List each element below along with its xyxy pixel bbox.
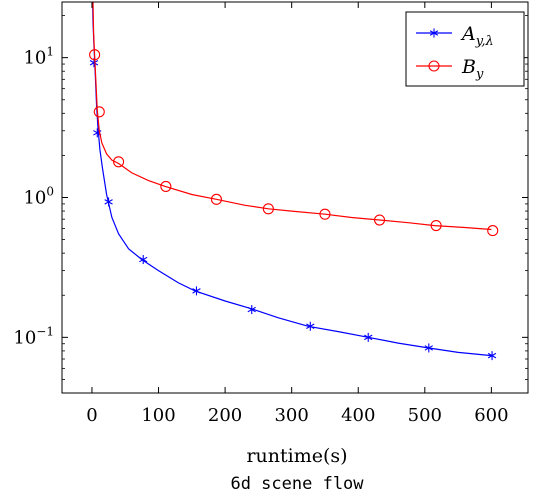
data-point: [306, 321, 315, 331]
data-point: [487, 351, 497, 361]
x-tick-label: 500: [408, 405, 442, 426]
data-point: [104, 197, 113, 207]
legend-label: By: [461, 56, 484, 82]
data-point: [160, 180, 172, 192]
data-point: [364, 332, 373, 342]
data-point: [247, 305, 256, 315]
legend-box: [405, 11, 525, 87]
data-point: [89, 49, 101, 61]
data-point: [262, 203, 274, 215]
x-tick-label: 600: [474, 405, 508, 426]
series-2: [89, 2, 499, 237]
x-tick-label: 200: [208, 405, 242, 426]
data-point: [424, 343, 433, 353]
y-tick-label: 100: [23, 185, 54, 209]
x-tick-label: 0: [86, 405, 97, 426]
data-point: [113, 156, 125, 168]
data-point: [487, 225, 499, 237]
x-tick-label: 300: [274, 405, 308, 426]
axes: 0 100 200 300 400 500 600 10−1 100 101: [13, 1, 529, 426]
x-axis-label: runtime(s): [246, 445, 347, 467]
figure-caption: 6d scene flow: [230, 474, 364, 494]
y-tick-label: 10−1: [13, 324, 54, 348]
data-point: [373, 214, 386, 226]
data-point: [93, 106, 105, 118]
data-point: [210, 193, 222, 205]
x-tick-label: 100: [141, 405, 175, 426]
data-point: [139, 255, 148, 265]
y-tick-label: 101: [23, 45, 54, 69]
x-tick-label: 400: [341, 405, 375, 426]
legend-label: Ay,λ: [460, 23, 494, 49]
legend-marker: [429, 28, 439, 38]
data-point: [430, 220, 442, 232]
legend-marker: [428, 60, 440, 72]
data-point: [192, 286, 201, 296]
legend: Ay,λ By: [405, 11, 525, 87]
data-point: [319, 208, 331, 220]
series-line: [92, 2, 492, 231]
plot-area: [89, 2, 499, 361]
